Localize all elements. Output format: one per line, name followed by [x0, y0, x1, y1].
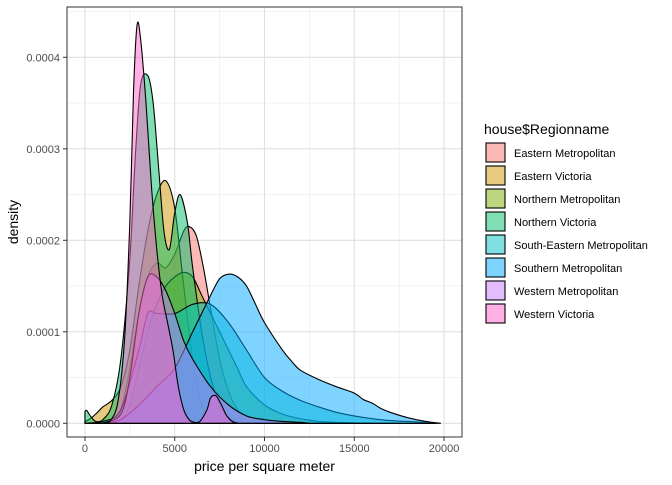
legend-key-swatch	[485, 211, 506, 232]
y-tick-label: 0.0001	[26, 327, 60, 339]
legend-label: Northern Metropolitan	[514, 194, 620, 206]
x-axis: 0 5000 10000 15000 20000	[82, 437, 459, 455]
x-tick-label: 20000	[429, 443, 460, 455]
legend-item-southern-metropolitan: Southern Metropolitan	[485, 257, 622, 278]
legend-label: South-Eastern Metropolitan	[514, 240, 648, 252]
legend-item-northern-metropolitan: Northern Metropolitan	[485, 188, 620, 209]
x-tick-label: 15000	[339, 443, 370, 455]
legend-key-swatch	[485, 303, 506, 324]
y-axis: 0.0000 0.0001 0.0002 0.0003 0.0004	[26, 52, 67, 430]
legend-item-south-eastern-metropolitan: South-Eastern Metropolitan	[485, 234, 648, 255]
y-tick-label: 0.0003	[26, 144, 60, 156]
legend-key-swatch	[485, 188, 506, 209]
legend-title: house$Regionname	[484, 121, 610, 137]
density-areas	[84, 21, 441, 424]
legend-label: Eastern Metropolitan	[514, 148, 616, 160]
legend-item-western-victoria: Western Victoria	[485, 303, 595, 324]
legend-item-northern-victoria: Northern Victoria	[485, 211, 597, 232]
y-tick-label: 0.0004	[26, 52, 60, 64]
legend-key-swatch	[485, 257, 506, 278]
legend-item-western-metropolitan: Western Metropolitan	[485, 280, 618, 301]
legend-item-eastern-victoria: Eastern Victoria	[485, 165, 592, 186]
legend-label: Southern Metropolitan	[514, 263, 622, 275]
y-axis-label: density	[5, 200, 21, 244]
legend-key-swatch	[485, 234, 506, 255]
x-axis-label: price per square meter	[194, 458, 335, 474]
legend-label: Western Metropolitan	[514, 286, 618, 298]
y-tick-label: 0.0002	[26, 235, 60, 247]
legend-key-swatch	[485, 142, 506, 163]
x-tick-label: 10000	[249, 443, 280, 455]
legend-key-swatch	[485, 165, 506, 186]
legend-label: Eastern Victoria	[514, 171, 592, 183]
density-area-western-victoria	[107, 21, 239, 424]
legend-label: Northern Victoria	[514, 217, 597, 229]
legend-item-eastern-metropolitan: Eastern Metropolitan	[485, 142, 616, 163]
legend-label: Western Victoria	[514, 309, 595, 321]
legend: house$Regionname Eastern Metropolitan Eas…	[484, 121, 648, 324]
x-tick-label: 0	[82, 443, 88, 455]
y-tick-label: 0.0000	[26, 418, 60, 430]
x-tick-label: 5000	[162, 443, 186, 455]
legend-key-swatch	[485, 280, 506, 301]
